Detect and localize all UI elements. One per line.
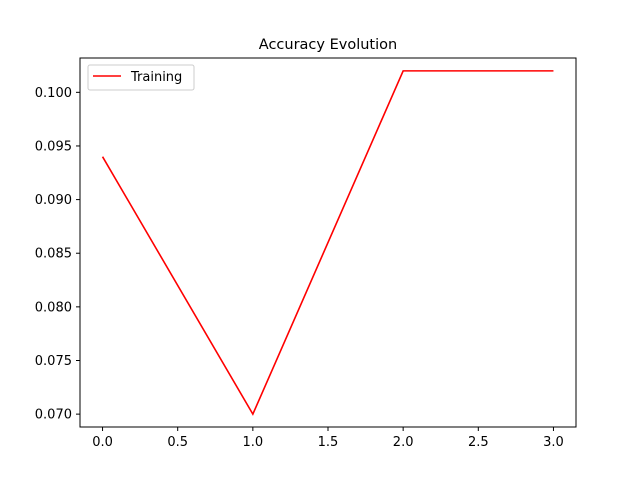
y-axis: 0.070 0.075 0.080 0.085 0.090 0.095 0.100: [35, 86, 80, 423]
y-tick-label: 0.100: [35, 86, 72, 101]
x-tick-label: 0.5: [167, 435, 188, 450]
legend-box: [87, 64, 195, 91]
y-tick-label: 0.090: [35, 193, 72, 208]
x-tick-label: 1.0: [243, 435, 264, 450]
x-tick-label: 2.0: [393, 435, 414, 450]
x-axis: 0.0 0.5 1.0 1.5 2.0 2.5 3.0: [92, 427, 564, 450]
y-tick-label: 0.095: [35, 139, 72, 154]
legend-label-training: Training: [130, 70, 182, 85]
x-tick-label: 1.5: [318, 435, 339, 450]
y-tick-label: 0.070: [35, 408, 72, 423]
y-tick-label: 0.085: [35, 247, 72, 262]
series-layer: [101, 70, 554, 416]
x-tick-label: 2.5: [468, 435, 489, 450]
plot-area-frame: [79, 57, 577, 428]
chart-title: Accuracy Evolution: [259, 37, 397, 53]
series-line-training: [101, 70, 554, 416]
x-tick-label: 3.0: [543, 435, 564, 450]
x-tick-label: 0.0: [92, 435, 113, 450]
y-tick-label: 0.075: [35, 354, 72, 369]
legend: Training: [87, 64, 195, 91]
y-tick-label: 0.080: [35, 300, 72, 315]
